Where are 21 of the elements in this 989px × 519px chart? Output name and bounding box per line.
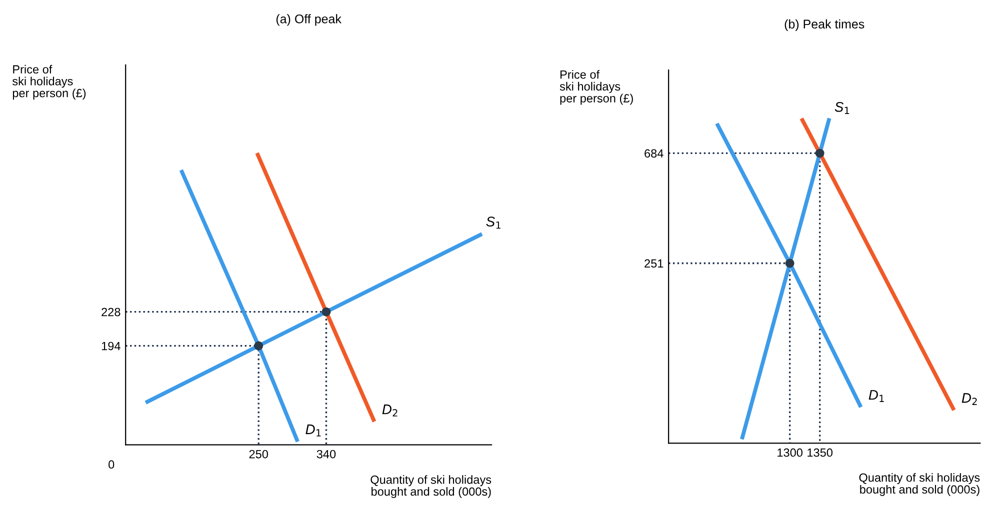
y-tick-label: 194	[102, 342, 120, 350]
y-axis-title: Price of ski holidays per person (£)	[560, 70, 633, 105]
y-tick-label: 684	[644, 149, 664, 158]
series-label: D$_{1}$	[306, 424, 321, 436]
y-tick-label: 228	[102, 308, 120, 316]
x-axis-title: Quantity of ski holidays bought and sold (000s)	[859, 473, 980, 496]
x-tick-label: 250	[249, 450, 268, 458]
y-tick-label: 251	[644, 259, 664, 268]
text: 0	[108, 460, 114, 469]
series-label: D$_{1}$	[868, 390, 884, 402]
series-label: S$_{1}$	[834, 102, 850, 114]
chart-title: (b) Peak times	[784, 19, 864, 31]
x-tick-label: 1300	[778, 448, 802, 457]
x-tick-label: 1350	[808, 448, 832, 457]
x-axis-title: Quantity of ski holidays bought and sold (000s)	[370, 475, 492, 498]
chart-title: (a) Off peak	[276, 14, 342, 26]
series-label: S$_{1}$	[486, 216, 500, 229]
series-label: D$_{2}$	[382, 404, 398, 416]
series-label: D$_{2}$	[962, 393, 977, 405]
y-axis-title: Price of ski holidays per person (£)	[12, 64, 86, 100]
x-tick-label: 340	[316, 450, 336, 458]
